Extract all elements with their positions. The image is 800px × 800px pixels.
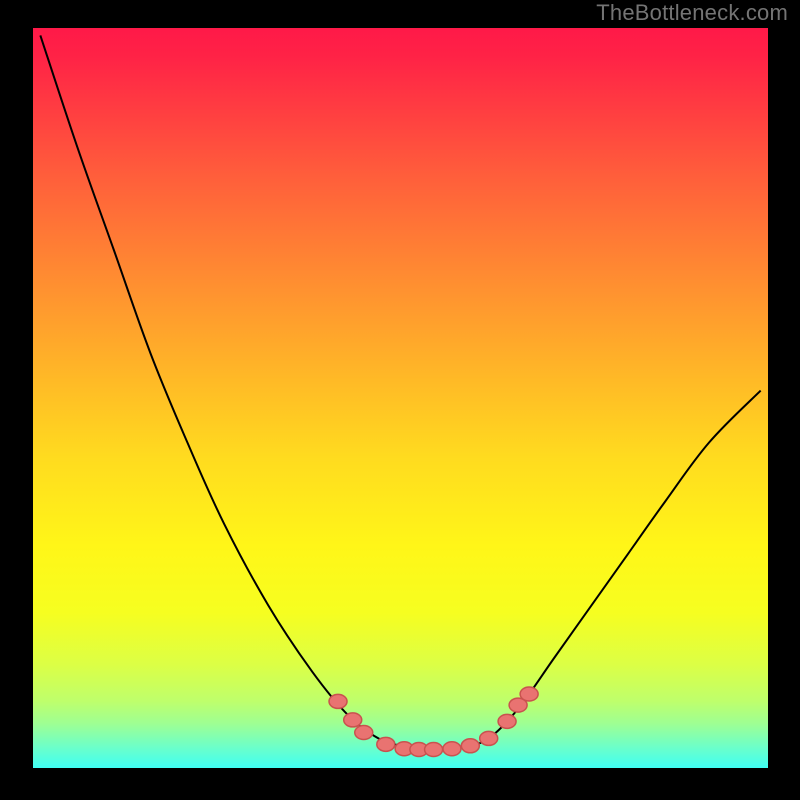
- curve-marker: [329, 694, 347, 708]
- plot-area: [33, 28, 768, 768]
- curve-marker: [461, 739, 479, 753]
- curve-marker: [425, 743, 443, 757]
- curve-marker: [355, 725, 373, 739]
- curve-marker: [443, 742, 461, 756]
- chart-overlay: [33, 28, 768, 768]
- curve-marker: [344, 713, 362, 727]
- curve-marker: [377, 737, 395, 751]
- curve-marker: [498, 714, 516, 728]
- bottleneck-curve: [40, 35, 760, 750]
- watermark-text: TheBottleneck.com: [596, 0, 788, 26]
- curve-marker: [520, 687, 538, 701]
- curve-marker: [480, 731, 498, 745]
- chart-stage: TheBottleneck.com: [0, 0, 800, 800]
